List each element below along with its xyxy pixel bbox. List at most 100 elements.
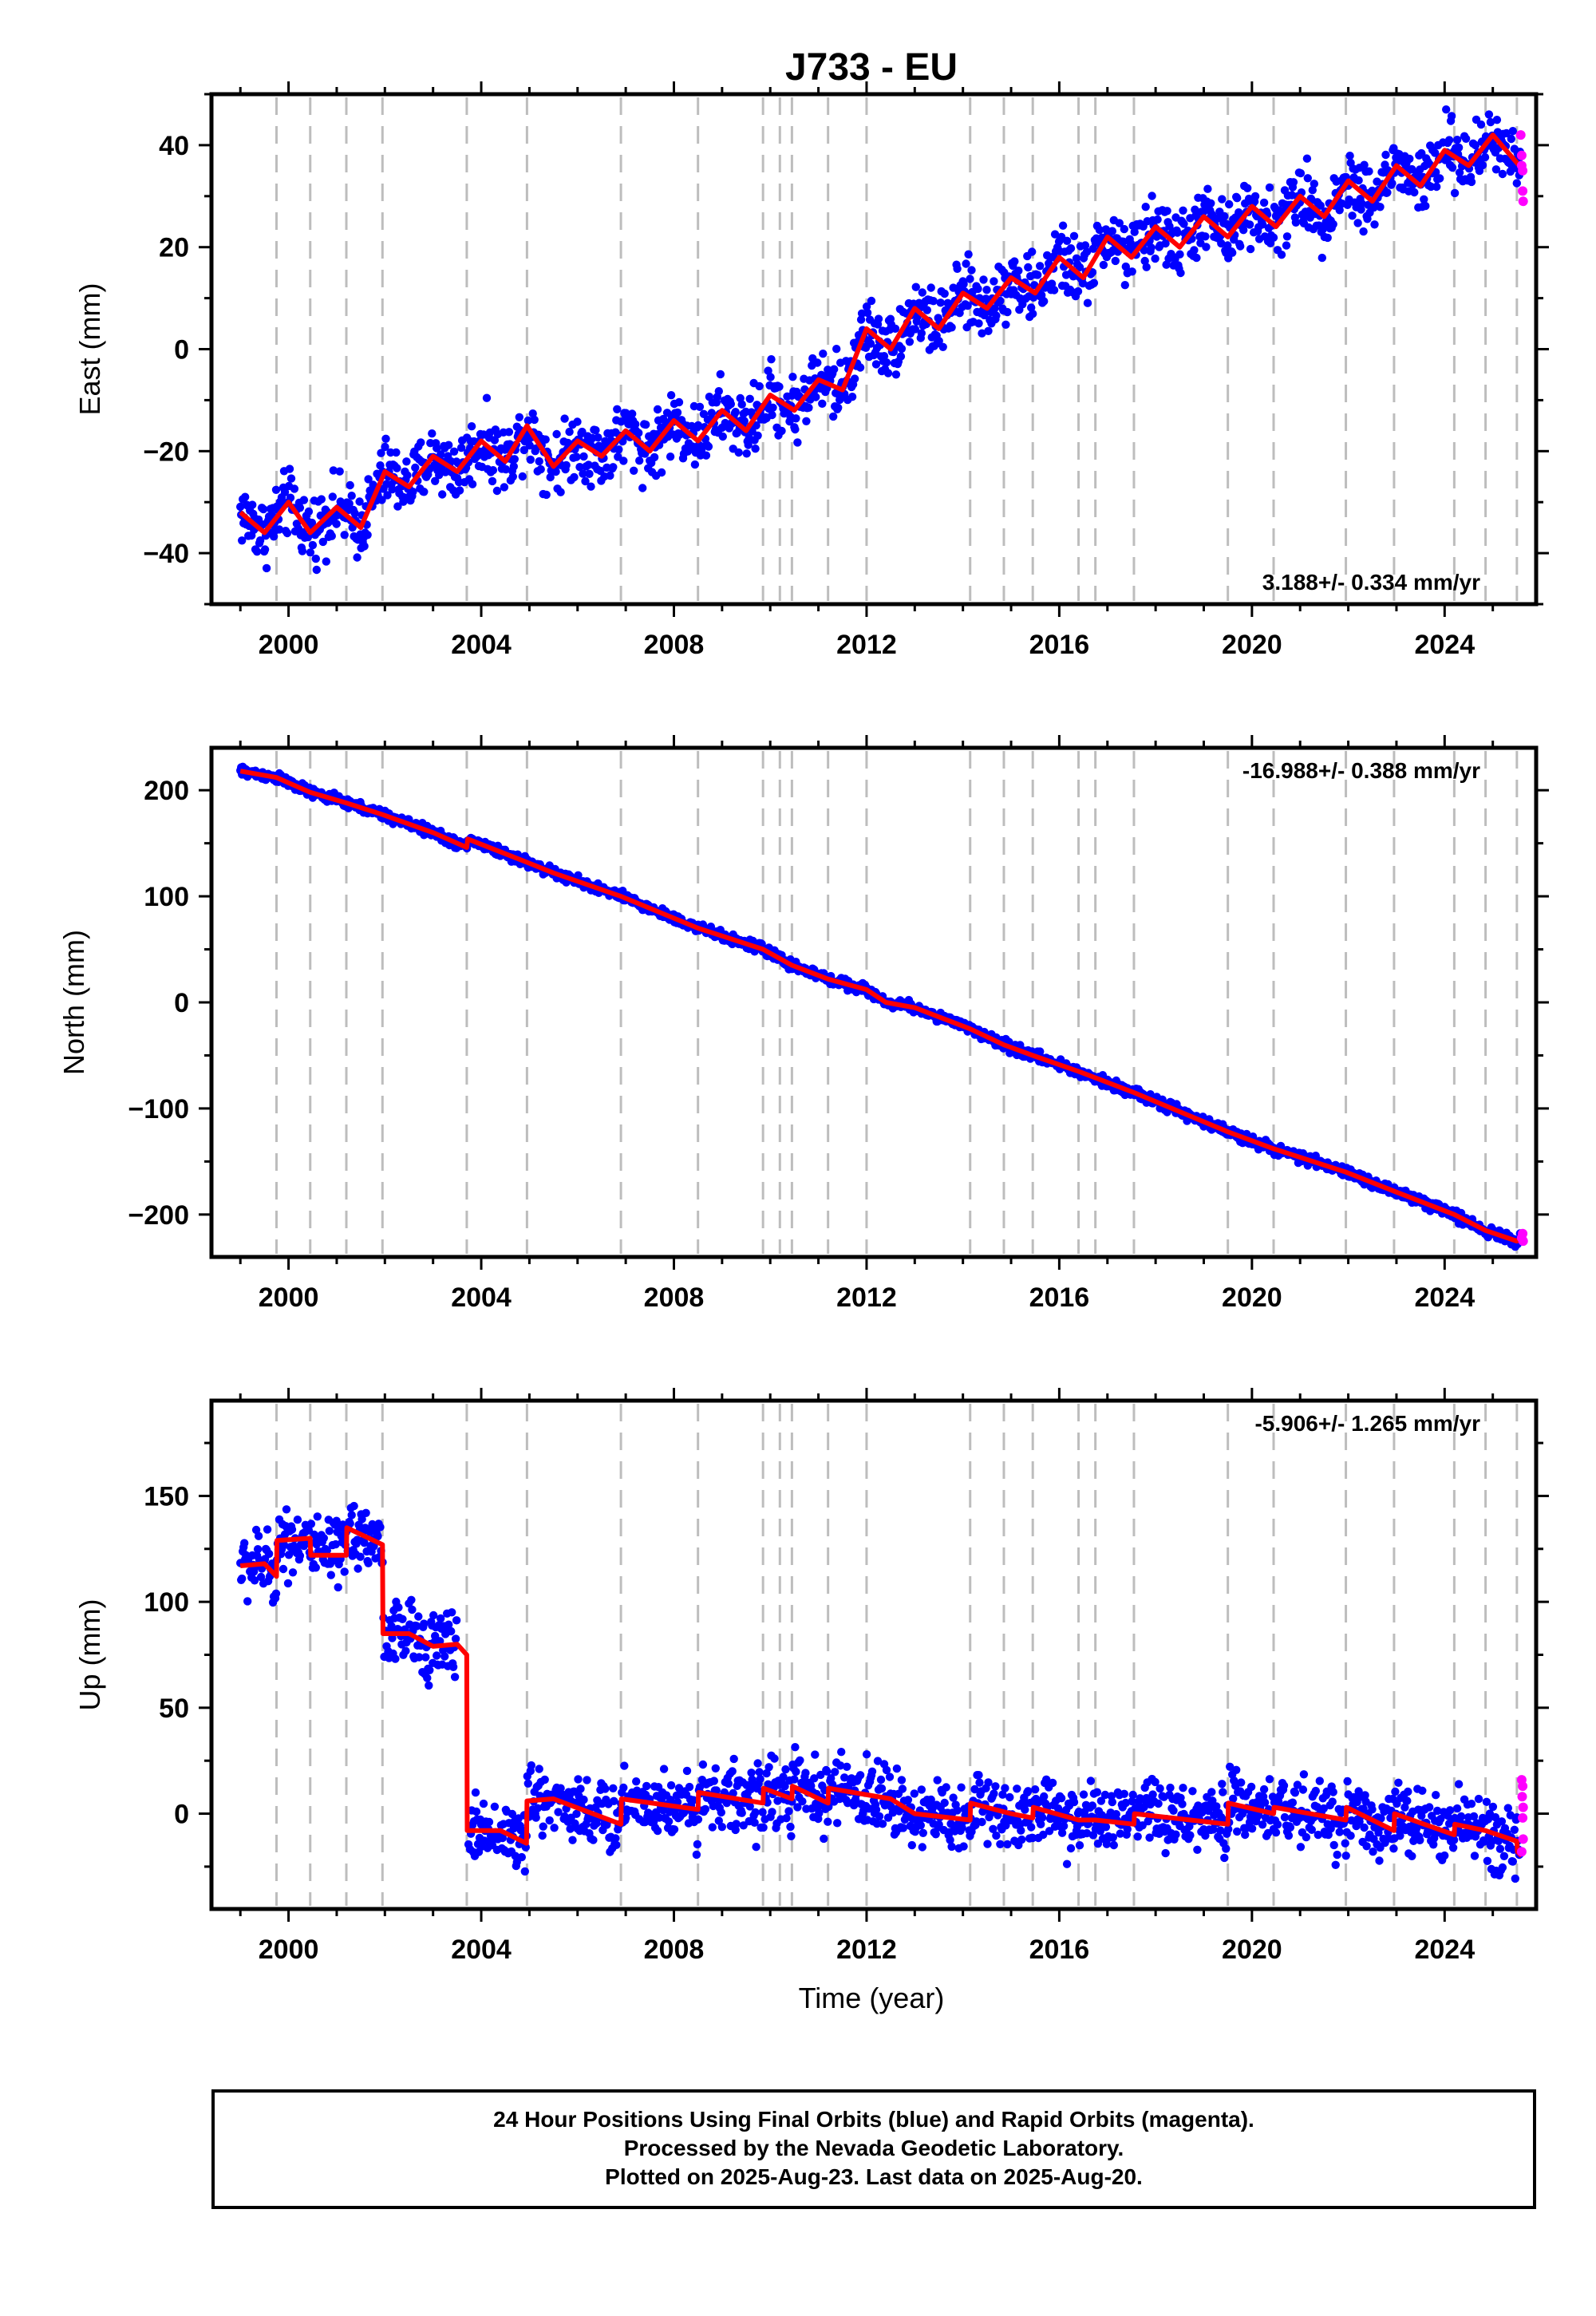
data-point	[777, 426, 786, 436]
data-point	[1455, 168, 1464, 177]
data-point	[918, 1828, 928, 1837]
data-point	[354, 1564, 362, 1573]
data-point	[1416, 1836, 1424, 1844]
data-point	[504, 428, 514, 437]
data-point	[1279, 1781, 1289, 1790]
data-point	[1328, 1797, 1337, 1806]
data-point	[693, 1815, 703, 1824]
data-point	[878, 1820, 887, 1828]
data-point	[758, 1808, 767, 1816]
data-point	[617, 417, 626, 426]
data-point	[376, 461, 385, 470]
data-point	[1259, 1784, 1269, 1794]
data-point	[1291, 218, 1301, 227]
data-point	[1354, 176, 1363, 185]
data-point	[1089, 279, 1099, 287]
data-point	[933, 1776, 942, 1784]
data-point	[345, 499, 354, 508]
data-point	[1298, 1785, 1308, 1794]
data-point	[361, 1508, 370, 1518]
data-point	[578, 427, 587, 437]
data-point	[1179, 206, 1187, 215]
data-point	[1153, 215, 1162, 224]
data-point	[752, 421, 760, 430]
data-point	[364, 475, 373, 484]
data-point	[1329, 1788, 1337, 1796]
data-point	[1491, 165, 1501, 174]
data-point	[1431, 148, 1440, 157]
data-point	[552, 429, 561, 439]
data-point	[1220, 1853, 1229, 1863]
data-point	[545, 1816, 554, 1825]
data-point	[946, 1836, 954, 1844]
data-point	[1108, 227, 1117, 235]
data-point	[911, 325, 920, 334]
data-point	[525, 441, 534, 450]
data-point	[1130, 227, 1139, 236]
data-point	[695, 402, 705, 411]
data-point	[346, 1519, 354, 1528]
data-point	[1057, 1794, 1066, 1803]
data-point	[628, 409, 637, 418]
data-point	[1357, 200, 1366, 208]
data-point	[1176, 268, 1185, 278]
data-point	[1229, 1794, 1238, 1803]
data-point	[1293, 1780, 1302, 1789]
data-point	[1108, 1797, 1117, 1807]
data-point	[748, 427, 757, 436]
data-point	[585, 469, 594, 478]
data-point	[1432, 182, 1441, 192]
data-point	[831, 1768, 839, 1777]
data-point	[515, 413, 523, 421]
data-point	[897, 1776, 907, 1784]
data-point	[747, 1769, 756, 1777]
data-point	[420, 1619, 429, 1628]
data-point	[1179, 1784, 1187, 1792]
data-point	[742, 449, 751, 458]
data-point	[1013, 1784, 1021, 1793]
y-tick-label: 100	[144, 882, 189, 912]
data-point	[940, 1798, 949, 1808]
data-point	[526, 455, 535, 464]
data-point	[695, 1783, 705, 1792]
data-point	[1191, 205, 1199, 214]
data-point	[1311, 1786, 1321, 1796]
data-point	[1368, 1805, 1377, 1814]
data-point	[1471, 140, 1480, 150]
x-tick-label: 2024	[1414, 1282, 1475, 1313]
data-point	[1086, 1777, 1096, 1785]
data-point	[287, 1525, 297, 1534]
data-point	[983, 1840, 992, 1848]
data-point	[1095, 225, 1104, 235]
data-point	[1225, 200, 1234, 209]
data-point	[1347, 1816, 1356, 1825]
data-point	[1062, 1860, 1072, 1868]
data-point	[253, 1545, 263, 1554]
data-point	[468, 480, 477, 488]
data-point	[1001, 1821, 1010, 1830]
data-point	[1010, 257, 1019, 266]
x-tick-label: 2004	[451, 630, 512, 660]
data-point	[1365, 167, 1373, 176]
data-point	[708, 1823, 717, 1832]
data-point	[433, 444, 441, 453]
data-point	[1192, 253, 1201, 263]
data-point	[614, 445, 623, 454]
data-point	[978, 329, 986, 338]
data-point	[1128, 1790, 1137, 1800]
data-point	[756, 1774, 764, 1784]
data-point	[642, 420, 650, 429]
data-point	[936, 298, 945, 307]
data-point	[897, 344, 907, 354]
data-point	[714, 1816, 723, 1825]
data-point	[1120, 1789, 1129, 1798]
data-point	[963, 301, 972, 310]
data-point	[709, 1777, 718, 1785]
data-point	[1031, 1785, 1040, 1794]
data-point	[346, 480, 354, 490]
x-tick-label: 2020	[1222, 1282, 1282, 1313]
data-point	[1425, 1803, 1434, 1812]
data-point	[1217, 239, 1226, 248]
data-point	[1486, 117, 1495, 127]
data-point	[875, 1812, 884, 1821]
